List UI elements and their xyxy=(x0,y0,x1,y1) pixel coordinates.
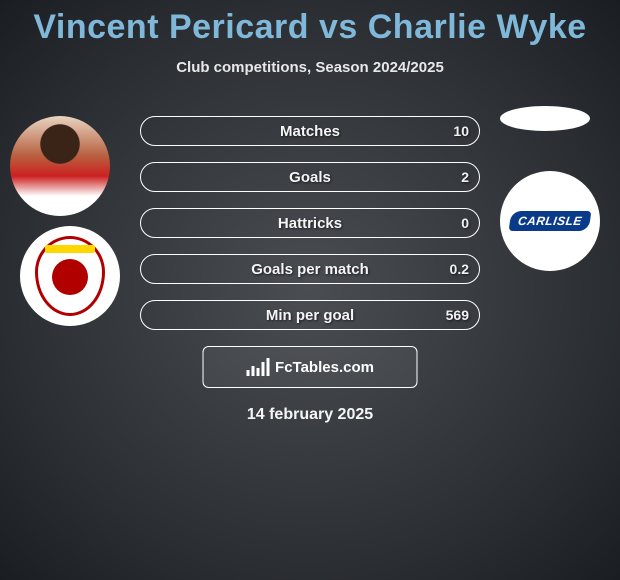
stat-label: Hattricks xyxy=(278,215,342,232)
stat-right-value: 0.2 xyxy=(450,261,469,277)
stat-row: Matches 10 xyxy=(140,116,480,146)
bar-chart-icon xyxy=(246,358,269,376)
stat-row: Goals 2 xyxy=(140,162,480,192)
stat-right-value: 0 xyxy=(461,215,469,231)
carlisle-badge-icon: CARLISLE xyxy=(509,211,592,231)
stat-label: Min per goal xyxy=(266,307,354,324)
player2-avatar xyxy=(500,106,590,131)
brand-text: FcTables.com xyxy=(275,359,374,376)
date-text: 14 february 2025 xyxy=(247,406,373,424)
stat-label: Matches xyxy=(280,123,340,140)
player1-club-badge xyxy=(20,226,120,326)
page-title: Vincent Pericard vs Charlie Wyke xyxy=(0,0,620,47)
stat-right-value: 569 xyxy=(446,307,469,323)
stat-label: Goals xyxy=(289,169,331,186)
stat-row: Hattricks 0 xyxy=(140,208,480,238)
comparison-area: CARLISLE Matches 10 Goals 2 Hattricks 0 … xyxy=(0,106,620,446)
stat-label: Goals per match xyxy=(251,261,369,278)
subtitle: Club competitions, Season 2024/2025 xyxy=(0,59,620,76)
stat-right-value: 10 xyxy=(453,123,469,139)
stat-right-value: 2 xyxy=(461,169,469,185)
stats-table: Matches 10 Goals 2 Hattricks 0 Goals per… xyxy=(140,116,480,346)
player2-club-badge: CARLISLE xyxy=(500,171,600,271)
swindon-badge-icon xyxy=(35,236,105,316)
stat-row: Min per goal 569 xyxy=(140,300,480,330)
player1-avatar xyxy=(10,116,110,216)
brand-badge: FcTables.com xyxy=(203,346,418,388)
stat-row: Goals per match 0.2 xyxy=(140,254,480,284)
